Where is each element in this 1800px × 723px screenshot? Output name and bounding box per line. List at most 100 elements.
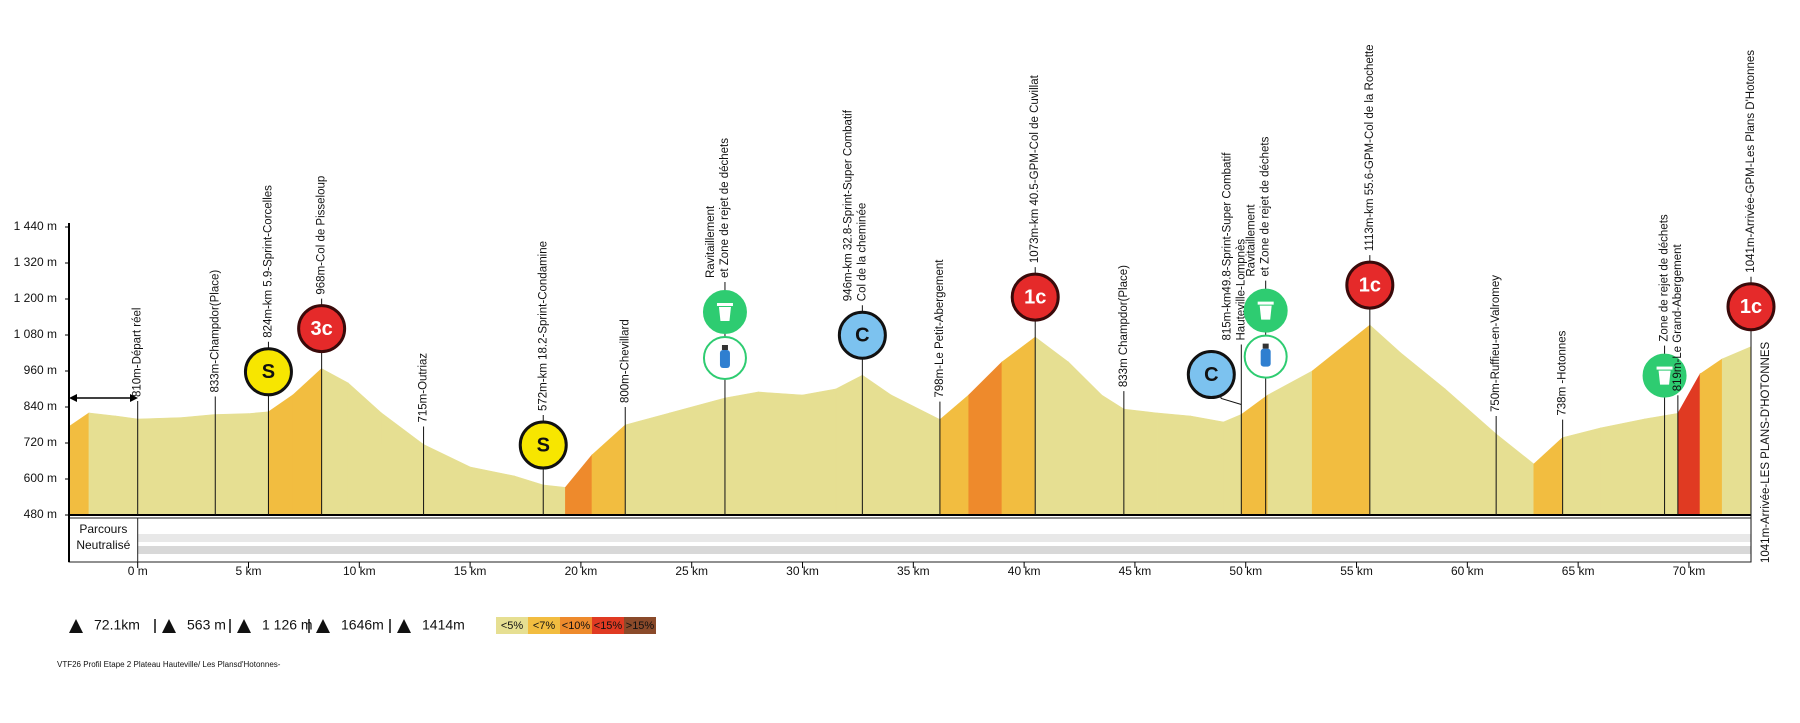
marker-label: 750m-Ruffieu-en-Valromey xyxy=(1490,275,1502,412)
badge-circle xyxy=(1726,282,1776,332)
trash-lid xyxy=(1257,301,1274,305)
y-tick-label: 1 080 m xyxy=(14,327,57,341)
x-tick-label: 55 km xyxy=(1340,564,1373,578)
profile-segment xyxy=(68,412,90,516)
bottle-cap xyxy=(1262,343,1269,349)
icon-trash xyxy=(1243,288,1288,333)
y-tick-label: 720 m xyxy=(24,435,57,449)
marker-label: 715m-Outriaz xyxy=(418,353,430,423)
neutral-label: Parcours xyxy=(79,522,127,536)
profile-segment xyxy=(835,374,863,516)
marker-label: 833m Champdor(Place) xyxy=(1118,265,1130,387)
profile-segment xyxy=(115,415,138,516)
trash-lid xyxy=(716,303,733,306)
profile-segment xyxy=(268,394,294,516)
profile-segment xyxy=(1369,324,1402,516)
profile-segment xyxy=(1190,415,1224,516)
icon-bottle xyxy=(702,336,747,380)
badge-text: 3c xyxy=(311,318,333,340)
icon-bottle xyxy=(1243,334,1288,379)
badge-text: C xyxy=(855,324,869,346)
finish-label: 1041m-Arrivée-LES PLANS-D'HOTONNES xyxy=(1760,341,1772,563)
marker-label: 1073m-km 40.5-GPM-Col de Cuvillat xyxy=(1029,74,1041,263)
legend-label: >15% xyxy=(626,620,655,632)
marker-label: 968m-Col de Pisseloup xyxy=(316,176,328,295)
profile-segment xyxy=(1677,372,1701,516)
trash-body xyxy=(1259,305,1272,320)
profile-segment xyxy=(1223,414,1242,516)
marker-label: 800m-Chevillard xyxy=(619,319,631,403)
profile-segment xyxy=(1001,336,1036,516)
bottle-body xyxy=(719,350,730,368)
profile-segment xyxy=(1311,324,1371,516)
profile-segment xyxy=(1600,418,1645,516)
band-stripe xyxy=(137,534,1752,542)
y-tick-label: 480 m xyxy=(24,507,57,521)
y-tick-label: 840 m xyxy=(24,399,57,413)
stat-icon xyxy=(237,619,251,633)
x-tick-label: 45 km xyxy=(1119,564,1152,578)
badge-circle xyxy=(1345,260,1395,310)
profile-segment xyxy=(1034,336,1069,516)
badge-text: S xyxy=(262,361,275,383)
y-tick-label: 960 m xyxy=(24,363,57,377)
y-tick-label: 1 200 m xyxy=(14,291,57,305)
marker-label: 798m-Le Petit-Abergement xyxy=(934,259,946,398)
profile-segment xyxy=(1156,412,1191,516)
marker-label: et Zone de rejet de déchets xyxy=(1260,136,1272,276)
legend-swatch xyxy=(560,617,592,634)
x-tick-label: 0 m xyxy=(128,564,148,578)
profile-segment xyxy=(1699,358,1723,516)
arrow-head xyxy=(69,394,138,402)
y-tick-label: 1 320 m xyxy=(14,255,57,269)
icon-trash xyxy=(1642,353,1687,398)
stat-icon xyxy=(397,619,411,633)
profile-segment xyxy=(968,361,1003,516)
x-tick-label: 30 km xyxy=(786,564,819,578)
x-tick-label: 50 km xyxy=(1229,564,1262,578)
badge-circle xyxy=(1010,272,1060,322)
profile-segment xyxy=(321,368,349,516)
x-tick-label: 65 km xyxy=(1562,564,1595,578)
legend-swatch xyxy=(528,617,560,634)
stat-value: 563 m xyxy=(187,617,226,633)
profile-segment xyxy=(1444,388,1497,516)
badge-circle xyxy=(1186,350,1236,399)
marker-label: 833m-Champdor(Place) xyxy=(209,270,221,393)
marker-label: 815m-km49.8-Sprint-Super Combatif xyxy=(1221,152,1233,341)
band-stripe xyxy=(137,546,1752,554)
marker-label: 572m-km 18.2-Sprint-Condamine xyxy=(537,241,549,411)
profile-segment xyxy=(1241,394,1269,516)
profile-segment xyxy=(591,424,626,516)
x-tick-label: 25 km xyxy=(675,564,708,578)
profile-segment xyxy=(1101,394,1125,516)
footer: VTF26 Profil Etape 2 Plateau Hauteville/… xyxy=(57,660,281,669)
marker-label: 824m-km 5.9-Sprint-Corcelles xyxy=(262,185,274,338)
stat-icon xyxy=(162,619,176,633)
x-tick-label: 70 km xyxy=(1673,564,1706,578)
badge-text: 1c xyxy=(1740,296,1762,318)
profile-segment xyxy=(1533,436,1563,516)
marker-label: 946m-km 32.8-Sprint-Super Combatif xyxy=(842,109,854,301)
profile-segment xyxy=(624,412,670,516)
stat-value: 72.1km xyxy=(94,617,140,633)
profile-segment xyxy=(137,417,183,516)
marker-label: 1041m-Arrivée-GPM-Les Plans D'Hotonnes xyxy=(1745,50,1757,273)
profile-segment xyxy=(1562,427,1601,516)
x-tick-label: 40 km xyxy=(1008,564,1041,578)
bottle-cap xyxy=(721,345,728,350)
icon-trash xyxy=(702,290,747,334)
profile-segment xyxy=(381,412,424,516)
profile-segment xyxy=(88,412,116,516)
profile-segment xyxy=(565,454,593,516)
profile-segment xyxy=(514,475,544,516)
x-tick-label: 10 km xyxy=(343,564,376,578)
badge-circle xyxy=(837,310,887,360)
stat-value: 1414m xyxy=(422,617,465,633)
bottle-body xyxy=(1260,348,1271,367)
badge-text: S xyxy=(537,434,550,456)
profile-segment xyxy=(1495,433,1535,516)
legend-label: <10% xyxy=(562,620,591,632)
badge-text: 1c xyxy=(1024,286,1046,308)
